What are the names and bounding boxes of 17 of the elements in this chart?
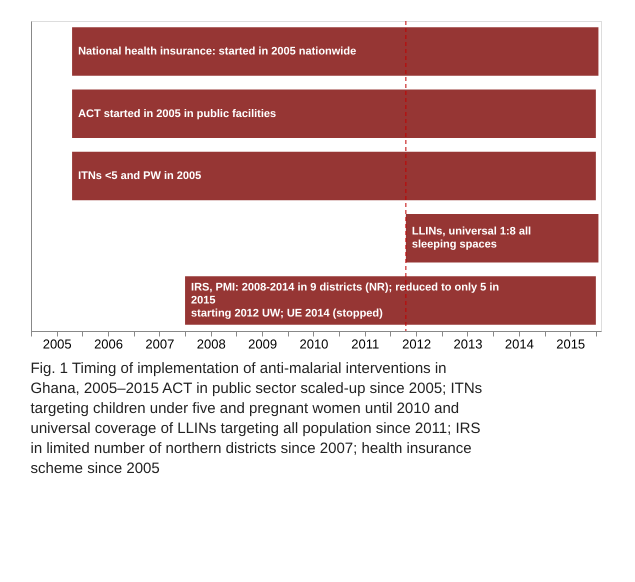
y-tick-label: ACT started in 2005 in public facilities — [78, 108, 276, 120]
x-tick-label: 2011 — [351, 336, 380, 352]
x-tick-label: 2005 — [42, 336, 72, 352]
x-tick-label: 2008 — [196, 336, 226, 352]
x-tick-label: 2013 — [454, 336, 482, 352]
x-tick-label: 2010 — [299, 336, 328, 352]
y-tick-label: ITNs <5 and PW in 2005 — [78, 170, 202, 182]
y-tick-label: LLINs, universal 1:8 all sleeping spaces — [412, 226, 532, 251]
x-tick-label: 2012 — [402, 336, 432, 352]
y-tick-label: IRS, PMI: 2008-2014 in 9 districts (NR); reduced to only 5 in 2015 starting 2012 UW; UE 2014 (stopped) — [191, 282, 500, 320]
x-tick-label: 2014 — [504, 336, 534, 352]
x-tick-label: 2006 — [94, 336, 123, 352]
x-tick-label: 2009 — [248, 336, 278, 352]
caption: Fig. 1 Timing of implementation of anti-malarial interventions in Ghana, 2005–2015 ACT in public sector scaled-up since 2005; ITNs targeting children under five and pregnant women until 2010 and universal coverage of LLINs targeting all population since 2011; IRS in limited number of northern districts since 2007; health insurance scheme since 2005 — [30, 360, 482, 477]
y-tick-label: National health insurance: started in 2005 nationwide — [78, 46, 356, 58]
x-tick-label: 2007 — [145, 336, 174, 352]
x-tick-label: 2015 — [556, 336, 586, 352]
